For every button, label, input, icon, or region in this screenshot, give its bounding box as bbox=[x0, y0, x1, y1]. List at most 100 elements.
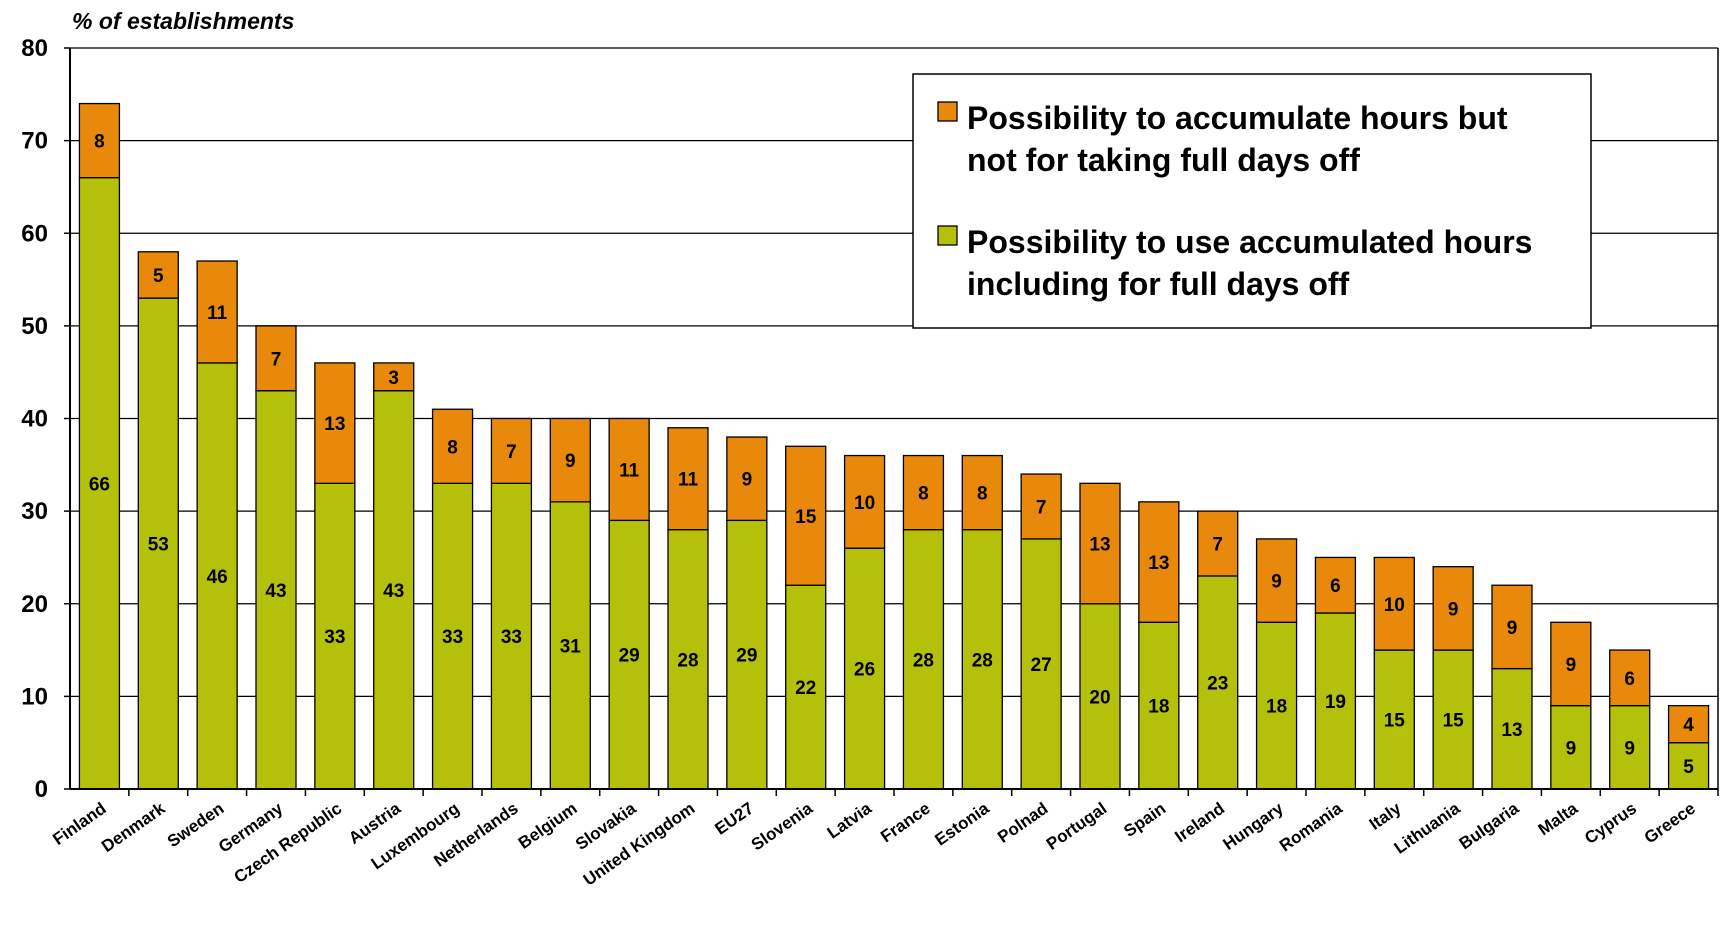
data-label: 53 bbox=[148, 535, 169, 556]
bar-segment-full-days-off bbox=[608, 519, 650, 790]
x-tick-label: United Kingdom bbox=[580, 799, 698, 890]
legend-label: Possibility to use accumulated hours bbox=[967, 224, 1532, 260]
data-label: 8 bbox=[977, 484, 988, 505]
legend-label: not for taking full days off bbox=[967, 142, 1360, 178]
data-label: 3 bbox=[388, 368, 399, 389]
y-tick-label: 10 bbox=[21, 683, 48, 710]
y-tick-label: 20 bbox=[21, 591, 48, 618]
bar-segment-full-days-off bbox=[137, 297, 179, 790]
x-tick-label: Romania bbox=[1276, 798, 1346, 855]
data-label: 10 bbox=[854, 493, 875, 514]
data-label: 11 bbox=[207, 303, 228, 324]
data-label: 9 bbox=[1507, 618, 1518, 639]
y-tick-label: 50 bbox=[21, 313, 48, 340]
data-label: 7 bbox=[1212, 535, 1223, 556]
data-label: 33 bbox=[442, 627, 463, 648]
data-label: 27 bbox=[1031, 655, 1052, 676]
x-tick-label: Latvia bbox=[824, 798, 876, 842]
legend-label: including for full days off bbox=[967, 266, 1350, 302]
bar-segment-not-full-days-off bbox=[1314, 556, 1357, 614]
bar-segment-not-full-days-off bbox=[1432, 566, 1474, 651]
legend-box bbox=[912, 73, 1592, 329]
data-label: 28 bbox=[972, 650, 993, 671]
bar-segment-full-days-off bbox=[314, 482, 356, 790]
data-label: 13 bbox=[1501, 720, 1522, 741]
data-label: 43 bbox=[265, 581, 286, 602]
bar-segment-full-days-off bbox=[1667, 742, 1710, 790]
data-label: 15 bbox=[1384, 711, 1406, 732]
bar-segment-not-full-days-off bbox=[431, 408, 474, 484]
data-label: 22 bbox=[795, 678, 816, 699]
y-tick-label: 0 bbox=[35, 776, 48, 803]
bar-segment-full-days-off bbox=[1432, 649, 1474, 790]
x-tick-label: Slovenia bbox=[748, 798, 817, 854]
bar-segment-not-full-days-off bbox=[1138, 501, 1180, 623]
bar-segment-not-full-days-off bbox=[785, 445, 827, 586]
legend: Possibility to accumulate hours but not f… bbox=[912, 73, 1592, 329]
data-label: 23 bbox=[1207, 673, 1228, 694]
bar-segment-full-days-off bbox=[1314, 612, 1357, 790]
data-label: 8 bbox=[94, 132, 105, 153]
data-label: 9 bbox=[565, 451, 576, 472]
x-tick-label: Belgium bbox=[515, 799, 581, 853]
data-label: 8 bbox=[447, 437, 458, 458]
y-tick-label: 80 bbox=[21, 35, 48, 62]
bar-segment-not-full-days-off bbox=[902, 454, 945, 531]
bar-segment-not-full-days-off bbox=[255, 325, 297, 392]
data-label: 29 bbox=[736, 646, 757, 667]
bar-segment-full-days-off bbox=[196, 362, 238, 790]
x-tick-label: France bbox=[877, 799, 934, 847]
y-tick-label: 30 bbox=[21, 498, 48, 525]
bar-segment-not-full-days-off bbox=[961, 454, 1003, 531]
bar-segment-full-days-off bbox=[1079, 603, 1121, 790]
x-tick-label: Estonia bbox=[931, 798, 993, 849]
data-label: 18 bbox=[1148, 697, 1169, 718]
bar-segment-not-full-days-off bbox=[196, 260, 238, 364]
y-axis-title: % of establishments bbox=[72, 8, 294, 34]
bar-segment-full-days-off bbox=[1550, 704, 1592, 790]
data-label: 7 bbox=[506, 442, 517, 463]
data-label: 66 bbox=[89, 474, 110, 495]
data-label: 28 bbox=[913, 650, 934, 671]
bar-segment-not-full-days-off bbox=[608, 417, 650, 522]
bar-segment-not-full-days-off bbox=[1609, 649, 1651, 707]
bar-segment-not-full-days-off bbox=[549, 417, 591, 503]
legend-swatch bbox=[937, 101, 958, 122]
bar-segment-not-full-days-off bbox=[1491, 584, 1533, 670]
bar-segment-not-full-days-off bbox=[137, 251, 179, 299]
bar-segment-full-days-off bbox=[902, 529, 945, 790]
x-tick-label: Cyprus bbox=[1581, 799, 1640, 848]
bar-segment-not-full-days-off bbox=[1667, 704, 1710, 744]
bar-segment-not-full-days-off bbox=[843, 454, 886, 549]
bar-segment-not-full-days-off bbox=[78, 102, 121, 179]
y-tick-label: 70 bbox=[21, 128, 48, 155]
x-tick-label: Portugal bbox=[1043, 799, 1110, 854]
x-tick-label: Hungary bbox=[1219, 798, 1287, 853]
bar-segment-full-days-off bbox=[843, 547, 886, 790]
legend-swatch bbox=[937, 225, 958, 246]
x-tick-label: Spain bbox=[1120, 799, 1169, 841]
data-label: 10 bbox=[1384, 595, 1405, 616]
bar-segment-not-full-days-off bbox=[667, 427, 709, 531]
bar-segment-not-full-days-off bbox=[726, 436, 768, 522]
data-label: 5 bbox=[153, 266, 164, 287]
bars: 6685354611437331343333833731929112811299… bbox=[78, 102, 1710, 790]
data-label: 9 bbox=[742, 470, 753, 491]
x-tick-label: EU27 bbox=[711, 799, 757, 839]
data-label: 33 bbox=[501, 627, 522, 648]
data-label: 15 bbox=[1443, 711, 1465, 732]
y-axis-ticks: 0 10 20 30 40 50 60 70 80 bbox=[21, 35, 70, 803]
data-label: 9 bbox=[1271, 572, 1282, 593]
x-tick-label: Italy bbox=[1366, 798, 1405, 833]
bar-segment-not-full-days-off bbox=[1373, 556, 1415, 651]
bar-segment-not-full-days-off bbox=[490, 417, 533, 484]
x-tick-label: Denmark bbox=[98, 798, 169, 856]
x-tick-label: Lithuania bbox=[1391, 798, 1464, 857]
data-label: 18 bbox=[1266, 697, 1287, 718]
bar-segment-full-days-off bbox=[549, 501, 591, 790]
data-label: 43 bbox=[383, 581, 404, 602]
legend-label: Possibility to accumulate hours but bbox=[967, 100, 1508, 136]
y-tick-label: 60 bbox=[21, 220, 48, 247]
data-label: 8 bbox=[918, 484, 929, 505]
bar-segment-full-days-off bbox=[785, 584, 827, 790]
